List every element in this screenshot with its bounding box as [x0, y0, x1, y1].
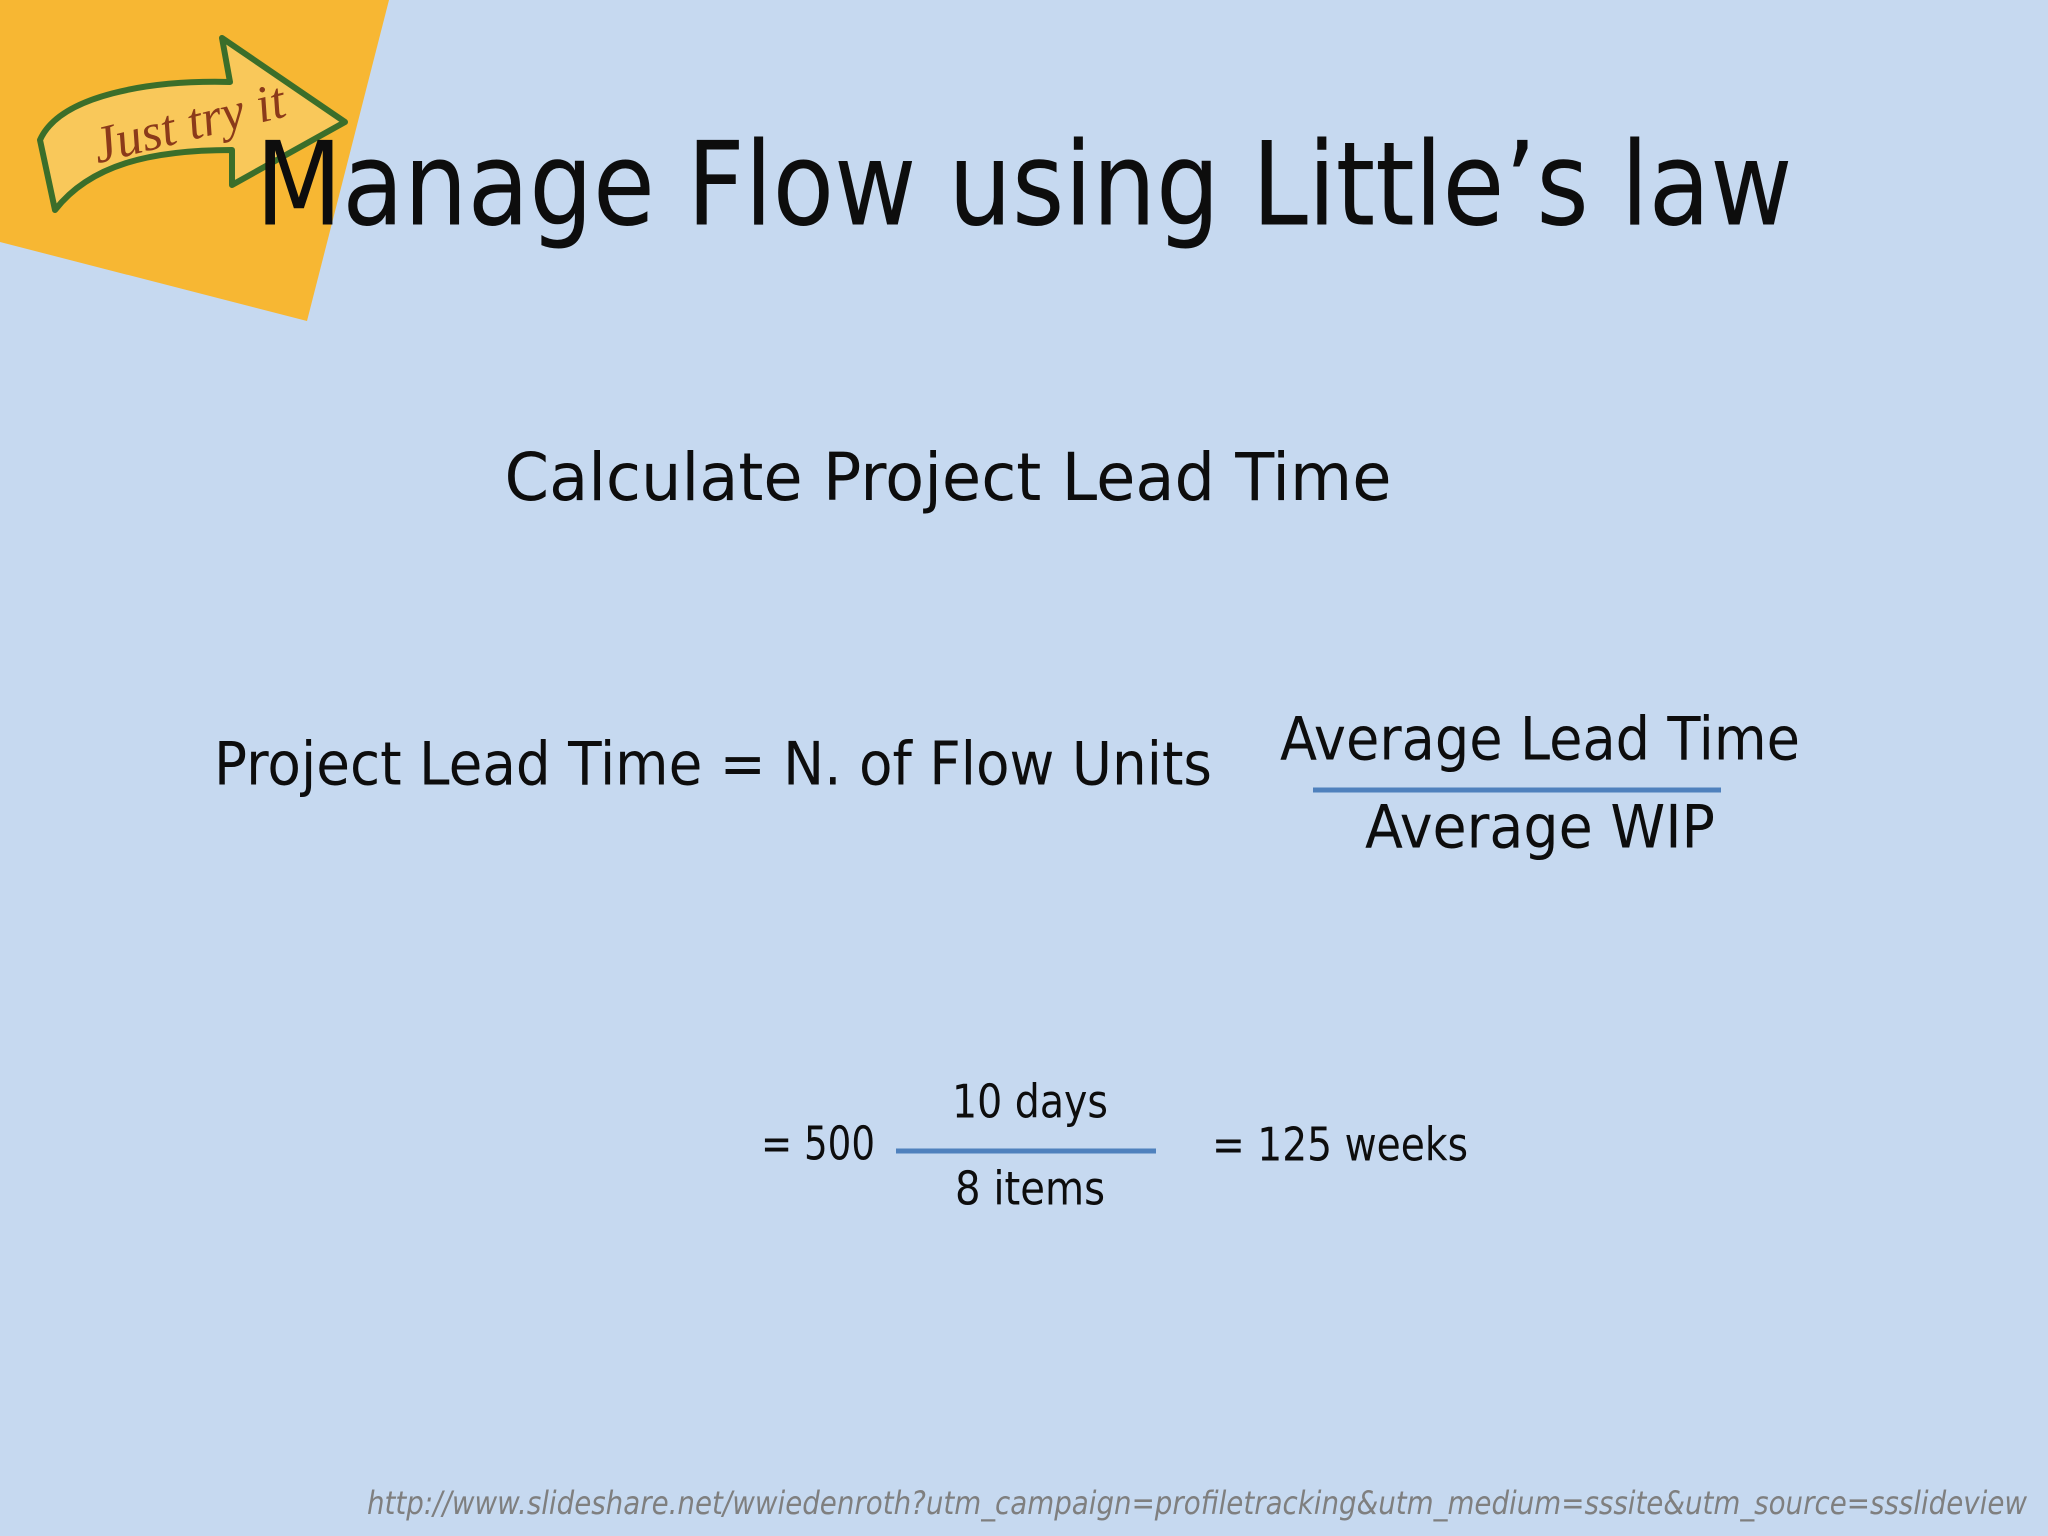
footer-url: http://www.slideshare.net/wwiedenroth?ut…: [367, 1484, 2028, 1522]
example-lhs: = 500: [761, 1117, 875, 1171]
sticky-paper: [0, 0, 389, 321]
slide-title: Manage Flow using Little’s law: [256, 118, 1793, 253]
formula-numerator: Average Lead Time: [1280, 705, 1800, 775]
subtitle: Calculate Project Lead Time: [505, 439, 1392, 516]
sticky-note: Just try it: [0, 0, 389, 321]
example-result: = 125 weeks: [1212, 1118, 1468, 1172]
formula-lhs: Project Lead Time = N. of Flow Units: [214, 730, 1212, 800]
sticky-arrow: [37, 35, 348, 213]
example-numerator: 10 days: [952, 1075, 1108, 1129]
example-denominator: 8 items: [955, 1162, 1105, 1216]
formula-denominator: Average WIP: [1365, 793, 1715, 863]
